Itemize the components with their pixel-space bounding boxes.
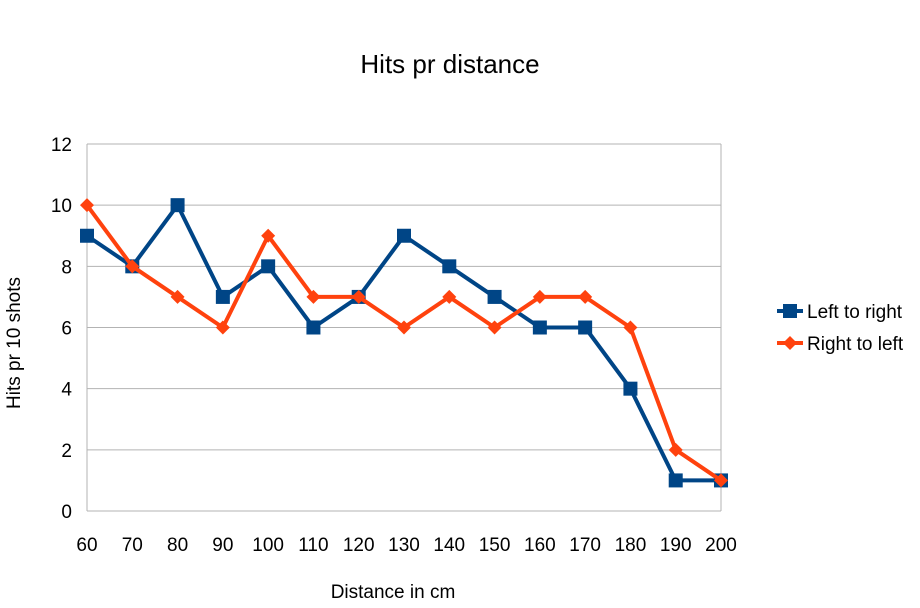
y-tick-label: 2 [61, 441, 72, 462]
x-axis-ticks: 60 70 80 90 100 110 120 130 140 150 160 170 180 190 20… [76, 535, 736, 556]
data-point [487, 289, 502, 304]
data-point [80, 228, 94, 243]
x-tick-label: 130 [388, 535, 420, 556]
x-tick-label: 100 [252, 535, 284, 556]
data-point [442, 289, 457, 304]
series-line [85, 203, 723, 483]
x-tick-label: 190 [660, 535, 692, 556]
data-point [578, 289, 593, 304]
x-tick-label: 80 [167, 535, 188, 556]
x-tick-label: 160 [524, 535, 556, 556]
x-tick-label: 110 [298, 535, 328, 556]
data-point [578, 320, 593, 335]
data-point [306, 320, 321, 335]
x-tick-label: 170 [569, 535, 601, 556]
legend-label: Left to right [807, 302, 903, 323]
x-tick-label: 120 [343, 535, 375, 556]
data-point [487, 320, 502, 335]
data-point [261, 228, 276, 243]
y-tick-label: 12 [51, 135, 72, 156]
data-point [668, 473, 683, 488]
legend-marker [783, 304, 797, 318]
series-2 [80, 198, 728, 488]
series-1 [80, 198, 728, 488]
series-line [85, 203, 721, 483]
legend-marker [783, 336, 797, 350]
grid [86, 143, 722, 512]
legend-item: Right to left [777, 334, 904, 355]
data-point [80, 198, 94, 213]
x-tick-label: 180 [615, 535, 647, 556]
data-point [714, 473, 728, 488]
data-point [215, 289, 230, 304]
data-point [215, 320, 230, 335]
x-tick-label: 90 [212, 535, 233, 556]
x-tick-label: 150 [479, 535, 511, 556]
data-point [532, 289, 547, 304]
data-point [623, 381, 638, 396]
y-axis-label: Hits pr 10 shots [4, 277, 25, 409]
data-point [125, 259, 140, 274]
y-tick-label: 8 [61, 257, 72, 278]
data-point [442, 259, 457, 274]
data-point [397, 228, 411, 243]
data-point [170, 198, 185, 213]
y-tick-label: 6 [61, 319, 72, 340]
y-tick-label: 4 [61, 380, 72, 401]
data-point [668, 442, 683, 457]
x-tick-label: 200 [705, 535, 737, 556]
data-point [532, 320, 547, 335]
x-tick-label: 70 [122, 535, 143, 556]
data-point [306, 289, 321, 304]
chart-title: Hits pr distance [360, 49, 539, 79]
y-tick-label: 10 [51, 196, 72, 217]
legend-label: Right to left [807, 334, 904, 355]
x-tick-label: 60 [76, 535, 97, 556]
y-axis-ticks: 0 2 4 6 8 10 12 [51, 135, 73, 523]
x-tick-label: 140 [433, 535, 465, 556]
x-axis-label: Distance in cm [331, 582, 456, 603]
data-point [351, 289, 366, 304]
data-point [397, 320, 411, 335]
y-tick-label: 0 [61, 502, 72, 523]
legend: Left to right Right to left [777, 302, 904, 355]
legend-item: Left to right [777, 302, 903, 323]
data-point [170, 289, 185, 304]
data-point [261, 259, 276, 274]
series [80, 198, 728, 488]
data-point [623, 320, 638, 335]
